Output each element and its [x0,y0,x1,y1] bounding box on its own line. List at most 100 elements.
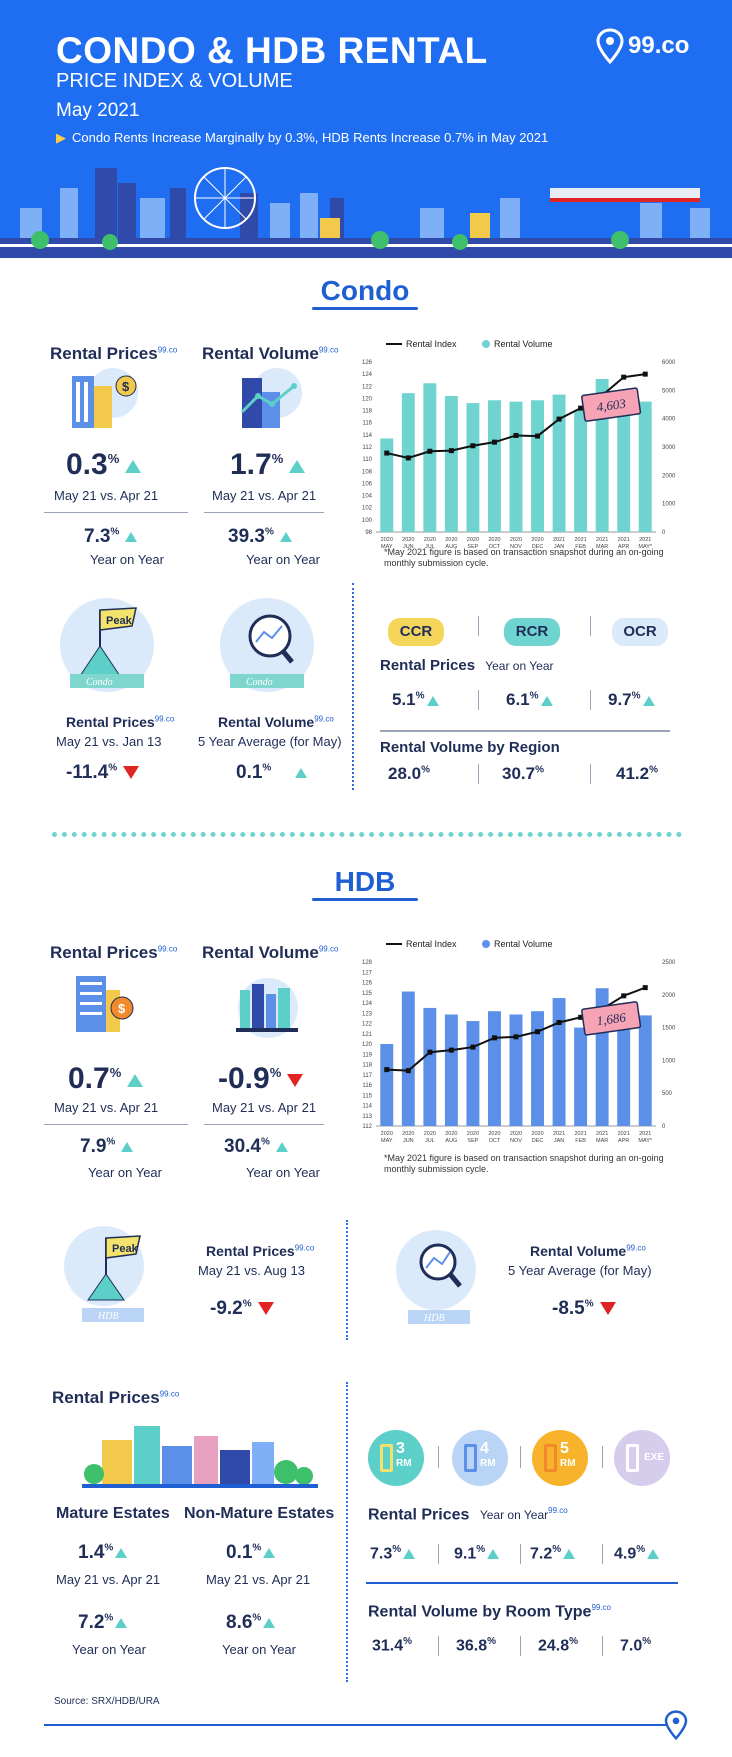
hdb-price-yoy: 7.9% [80,1136,134,1158]
index-point [405,1068,411,1074]
hdb-price-mom: 0.7% [68,1062,144,1096]
svg-text:$: $ [118,1001,126,1016]
hdb-building-dollar-icon: $ [76,976,134,1032]
y-left-tick-label: 119 [362,1052,372,1058]
y-right-tick-label: 2000 [662,473,676,479]
divider [590,764,591,784]
x-tick-label: NOV [510,1138,522,1144]
divider [438,1544,439,1564]
condo-tag: Condo [246,677,273,688]
x-tick-label: FEB [575,1138,586,1144]
up-arrow-icon [125,459,142,473]
y-left-tick-label: 125 [362,991,373,997]
index-point [578,1014,584,1020]
x-tick-label: AUG [445,1138,457,1144]
x-tick-label: 2021 [553,1131,565,1137]
volume-bar [444,396,458,532]
index-point [535,1029,541,1035]
up-arrow-icon [540,695,553,706]
condo-avg-volume-period: 5 Year Average (for May) [198,734,342,749]
y-left-tick-label: 120 [362,1042,373,1048]
x-tick-label: MAY [381,544,393,550]
callout-box [581,1001,642,1036]
mature-mom: 1.4% [78,1542,128,1564]
region-price-ocr: 9.7% [608,690,655,710]
up-arrow-icon [426,695,439,706]
divider [520,1446,521,1468]
peak-flag-text: Peak [106,615,133,627]
index-point [405,455,411,461]
index-point [578,405,584,411]
x-tick-label: 2021 [618,1131,630,1137]
up-arrow-icon [125,531,138,542]
y-left-tick-label: 106 [362,481,373,487]
up-arrow-icon [121,1141,134,1152]
condo-volume-yoy-label: Year on Year [246,552,320,567]
down-arrow-icon [123,766,140,780]
callout-text: 4,603 [596,396,628,415]
y-left-tick-label: 98 [365,530,372,536]
y-right-tick-label: 5000 [662,388,676,394]
y-left-tick-label: 122 [362,1022,373,1028]
y-right-tick-label: 0 [662,530,666,536]
volume-bar [574,1027,588,1126]
divider [44,512,188,513]
hdb-chart: Rental Index Rental Volume 112 113 114 115 116… [362,939,676,1144]
x-tick-label: 2020 [424,1131,436,1137]
x-tick-label: 2020 [488,537,500,543]
value-callout: 1,686 [581,1001,642,1036]
x-tick-label: JAN [554,544,564,550]
x-tick-label: 2020 [531,1131,543,1137]
volume-bar [617,404,631,532]
hdb-estates-dotted-divider [346,1382,348,1682]
door-icon [464,1444,477,1472]
down-arrow-icon [599,1302,616,1316]
region-price-label: Rental Prices Year on Year [380,657,554,674]
volume-bar [552,998,566,1126]
up-arrow-icon [263,1547,276,1558]
condo-price-yoy-label: Year on Year [90,552,164,567]
up-arrow-icon [263,1617,276,1628]
hdb-dotted-divider [346,1220,348,1340]
y-left-tick-label: 118 [362,1063,372,1069]
divider [478,616,479,636]
divider [366,1582,678,1584]
x-tick-label: 2021 [596,1131,608,1137]
divider [438,1446,439,1468]
magnifier-chart-icon: Condo [230,614,304,688]
divider [438,1636,439,1656]
callout-box [581,387,642,422]
room-volume-3rm: 31.4% [372,1636,413,1655]
legend-index-label: Rental Index [406,939,457,949]
region-price-rcr: 6.1% [506,690,553,710]
up-arrow-icon [487,1549,500,1560]
volume-bar [574,410,588,532]
x-tick-label: JUN [403,544,414,550]
y-right-tick-label: 2000 [662,993,676,999]
index-point [470,443,476,449]
region-volume-ocr: 41.2% [616,764,658,783]
hdb-buildings-icon [236,984,298,1032]
x-tick-label: AUG [445,544,457,550]
index-point [448,448,454,454]
y-left-tick-label: 128 [362,960,373,966]
volume-bar [509,1014,523,1126]
volume-bar [401,393,415,532]
y-right-tick-label: 1000 [662,502,676,508]
y-left-tick-label: 124 [362,1001,373,1007]
hdb-title-underline [312,898,418,901]
headline: ▶ Condo Rents Increase Marginally by 0.3%… [56,130,549,145]
index-point [621,374,627,380]
hdb-avg-volume-label: Rental Volume99.co [530,1243,646,1259]
divider [602,1636,603,1656]
mature-period: May 21 vs. Apr 21 [56,1572,161,1587]
hdb-avg-volume-period: 5 Year Average (for May) [508,1263,652,1278]
y-right-tick-label: 1000 [662,1058,676,1064]
condo-dotted-divider [352,583,354,790]
volume-bar [531,400,544,532]
x-tick-label: 2020 [402,537,414,543]
index-point [642,371,648,377]
y-left-tick-label: 113 [362,1114,372,1120]
up-arrow-icon [295,767,308,778]
divider [590,690,591,710]
